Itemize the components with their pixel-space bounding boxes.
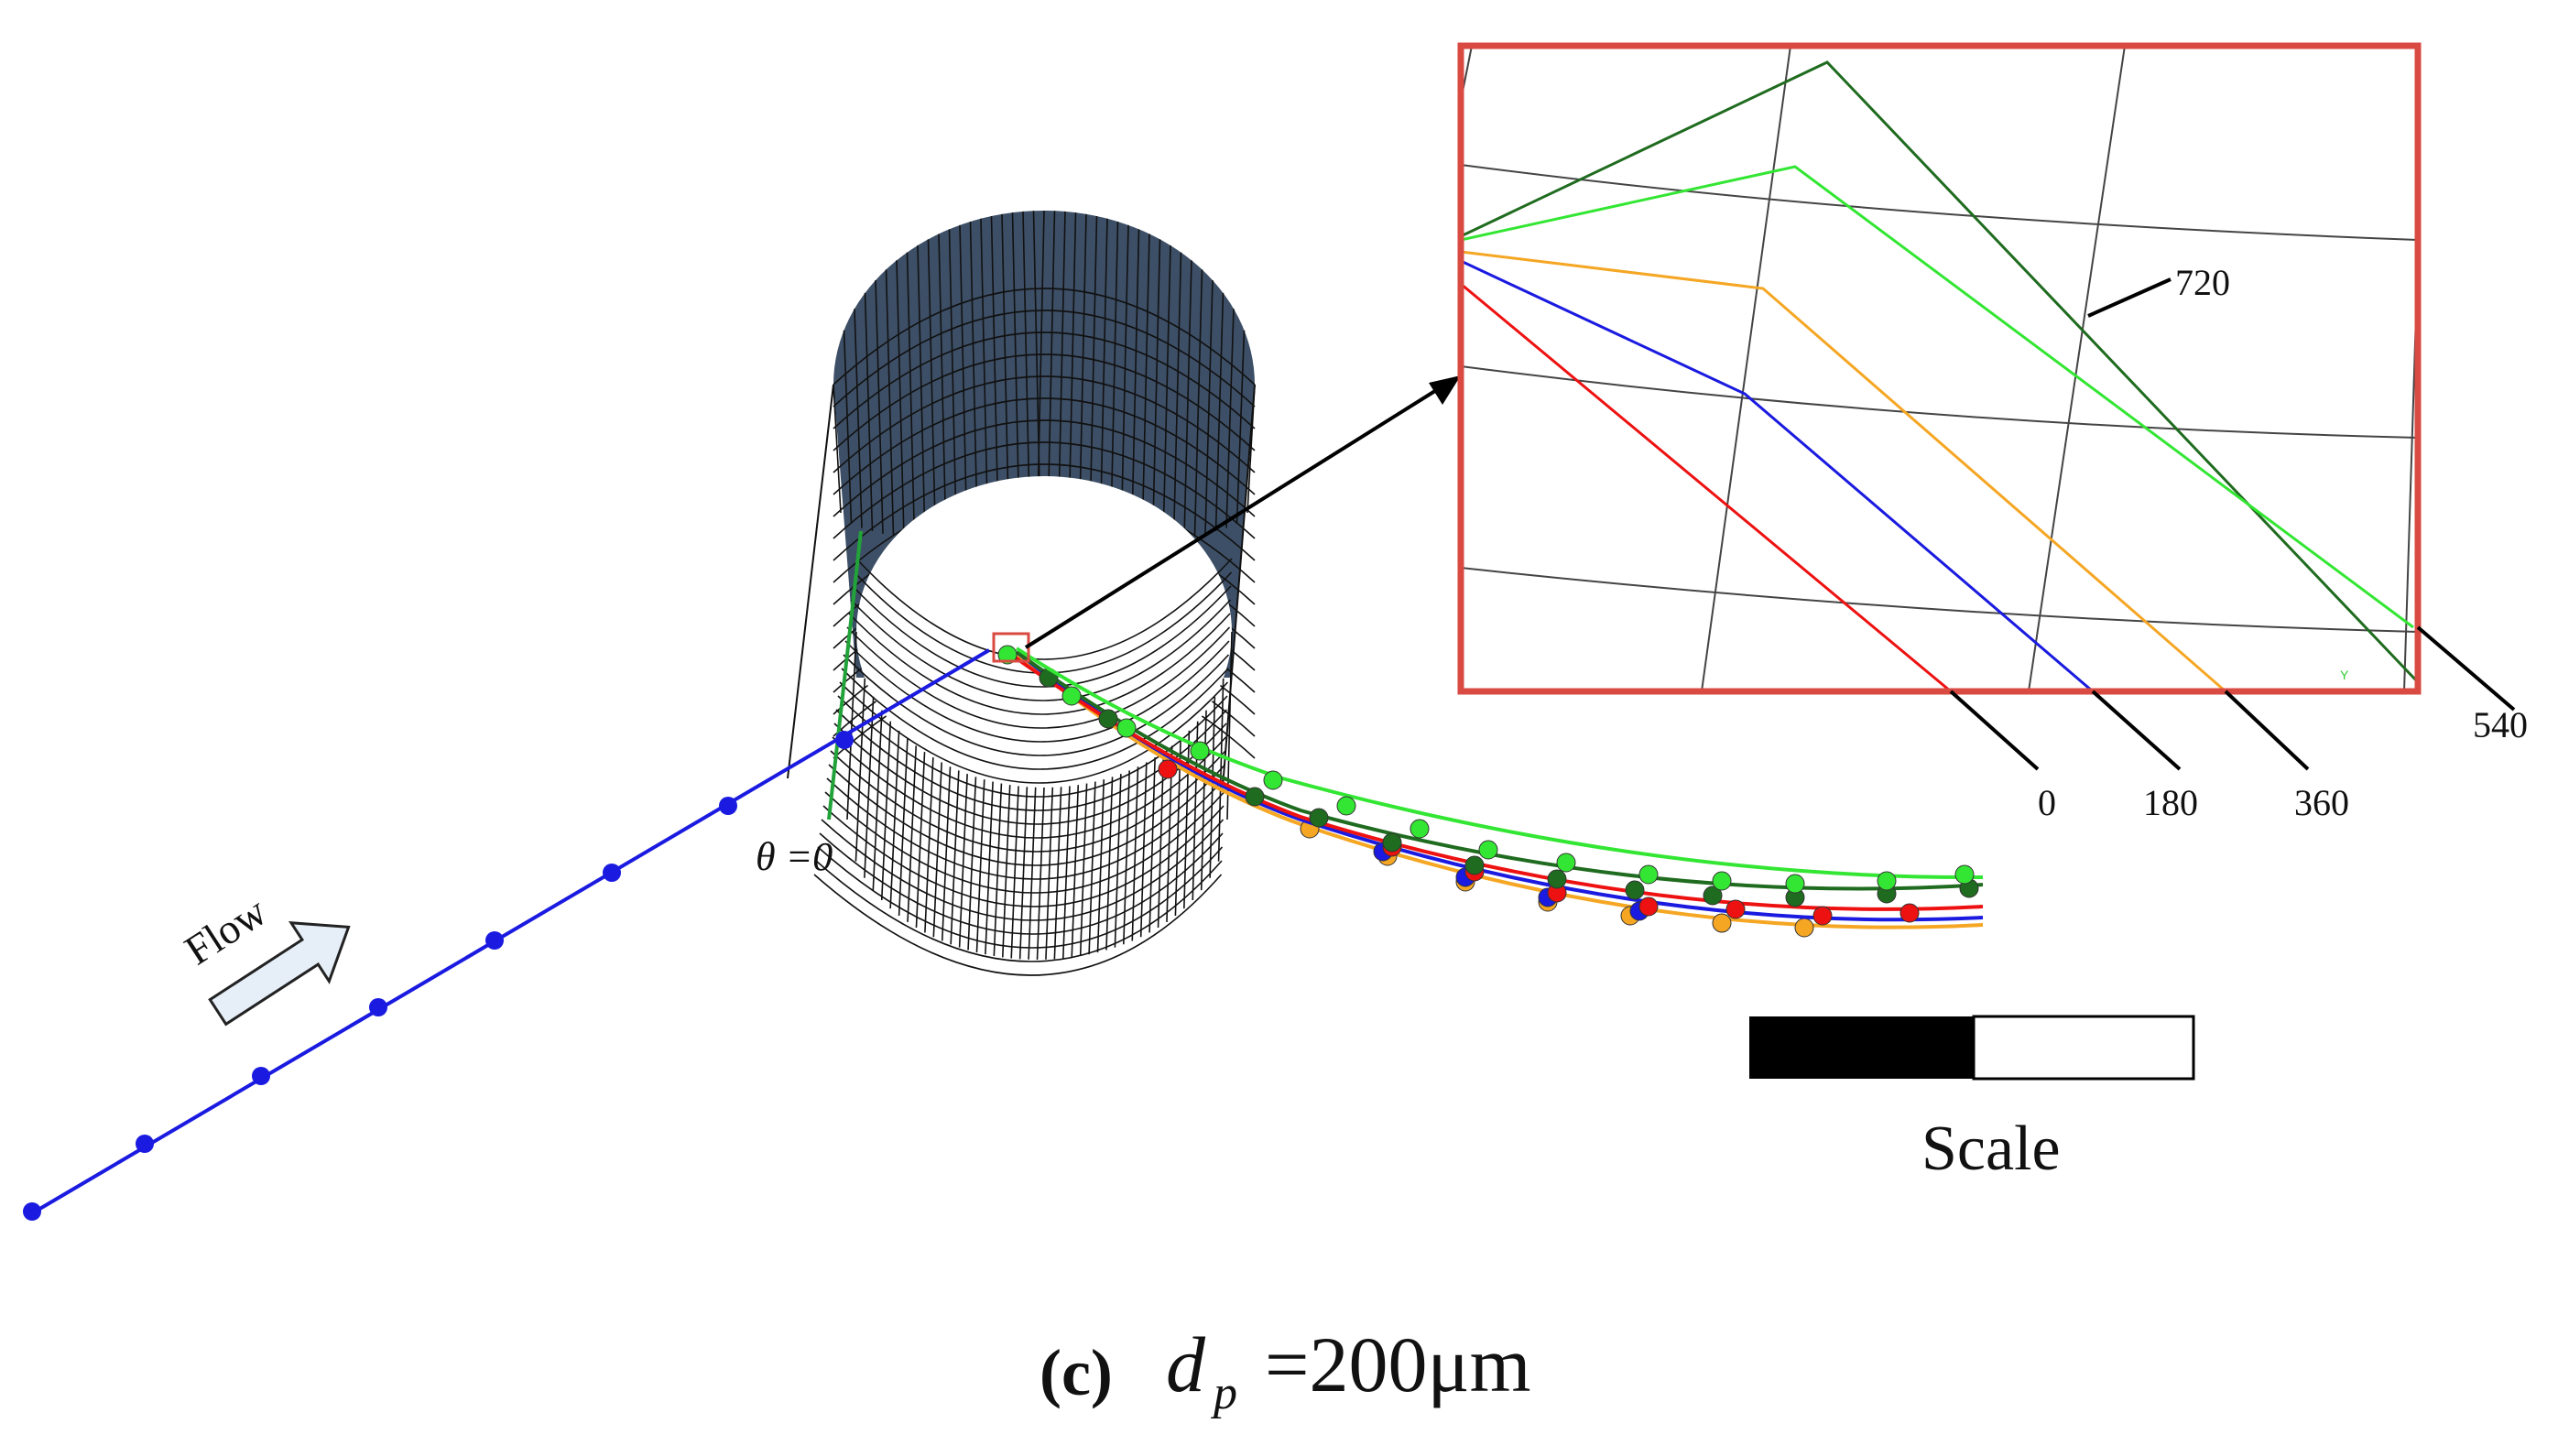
trajectory-marker-3 <box>1464 855 1485 875</box>
trajectory-marker-3 <box>1703 886 1723 906</box>
incoming-marker-5 <box>603 864 621 882</box>
caption-equation: =200μm <box>1265 1320 1531 1408</box>
trajectory-marker-2 <box>1812 906 1833 926</box>
incoming-marker-6 <box>719 797 737 815</box>
trajectory-marker-4 <box>1263 770 1283 790</box>
label-360: 360 <box>2294 782 2349 823</box>
inset-border <box>1457 42 2422 695</box>
trajectory-marker-4 <box>1954 864 1975 885</box>
incoming-marker-3 <box>369 998 387 1016</box>
flow-indicator: Flow <box>177 887 351 1027</box>
inset-panel: Y <box>1457 42 2422 695</box>
trajectory-marker-3 <box>1382 832 1402 853</box>
scale-bar-dark-segment <box>1749 1016 1974 1079</box>
cylinder-silhouette-left <box>787 384 834 779</box>
trajectory-line-4 <box>1015 647 1984 880</box>
trajectory-marker-4 <box>997 645 1018 665</box>
trajectory-marker-3 <box>1309 808 1329 828</box>
inset-axis-letter: Y <box>2340 668 2349 682</box>
trajectory-marker-4 <box>1877 871 1897 891</box>
zoom-leader-arrow <box>1024 375 1461 649</box>
label-540: 540 <box>2473 704 2528 745</box>
trajectory-marker-4 <box>1556 853 1576 873</box>
cylinder-silhouette-right <box>1222 384 1256 788</box>
theta-zero-line <box>827 530 863 820</box>
incoming-marker-2 <box>252 1067 270 1085</box>
caption-subscript: p <box>1214 1367 1237 1419</box>
inset-trajectory-lines <box>1461 60 2418 691</box>
incoming-marker-1 <box>136 1135 154 1153</box>
cylinder-inner-opening <box>856 476 1232 788</box>
outgoing-trajectories <box>997 645 1984 938</box>
incoming-markers <box>23 731 854 1221</box>
trajectory-marker-4 <box>1336 796 1356 816</box>
trajectory-marker-2 <box>1899 903 1920 923</box>
inset-line-1 <box>1461 165 2414 629</box>
trajectory-marker-4 <box>1712 871 1732 891</box>
flow-arrow-icon <box>208 921 351 1027</box>
flow-label: Flow <box>177 887 276 974</box>
trajectory-marker-4 <box>1638 864 1659 885</box>
scale-bar-light-segment <box>1972 1015 2195 1081</box>
cylinder-front-mesh <box>813 558 1233 976</box>
inset-labels: 720 540 0 180 360 <box>2038 262 2528 823</box>
label-180: 180 <box>2143 782 2198 823</box>
trajectory-marker-4 <box>1785 874 1805 894</box>
trajectory-marker-3 <box>1098 709 1118 729</box>
inset-background <box>1461 46 2418 691</box>
incoming-marker-4 <box>485 931 504 950</box>
incoming-trajectory <box>23 648 991 1221</box>
trajectory-marker-3 <box>1625 880 1645 900</box>
scale-bar <box>1749 1015 2195 1081</box>
incoming-marker-7 <box>835 731 854 749</box>
cylinder <box>787 210 1256 976</box>
trajectory-marker-0 <box>1794 918 1814 938</box>
trajectory-marker-4 <box>1478 840 1498 860</box>
trajectory-marker-4 <box>1190 741 1210 761</box>
trajectory-marker-0 <box>1712 913 1732 933</box>
incoming-trajectory-line <box>30 648 991 1215</box>
inset-label-leaders <box>1949 277 2516 771</box>
trajectory-marker-2 <box>1158 759 1178 779</box>
incoming-marker-0 <box>23 1202 41 1221</box>
theta-label: θ =0 <box>756 834 833 879</box>
trajectory-marker-4 <box>1410 819 1430 839</box>
trajectory-marker-4 <box>1061 686 1082 706</box>
caption-symbol: d <box>1166 1320 1205 1408</box>
trajectory-marker-2 <box>1725 899 1746 919</box>
trajectory-marker-2 <box>1638 896 1659 917</box>
trajectory-marker-3 <box>1547 869 1567 889</box>
caption-letter: (c) <box>1040 1336 1113 1409</box>
scale-label: Scale <box>1921 1114 2061 1184</box>
trajectory-marker-4 <box>1116 718 1137 738</box>
inset-line-0 <box>1461 60 2418 684</box>
inset-line-2 <box>1461 250 2226 691</box>
trajectory-marker-3 <box>1245 787 1265 807</box>
label-0: 0 <box>2038 782 2056 823</box>
inset-line-4 <box>1461 282 1952 691</box>
label-720: 720 <box>2175 262 2230 303</box>
inset-line-3 <box>1461 259 2094 691</box>
